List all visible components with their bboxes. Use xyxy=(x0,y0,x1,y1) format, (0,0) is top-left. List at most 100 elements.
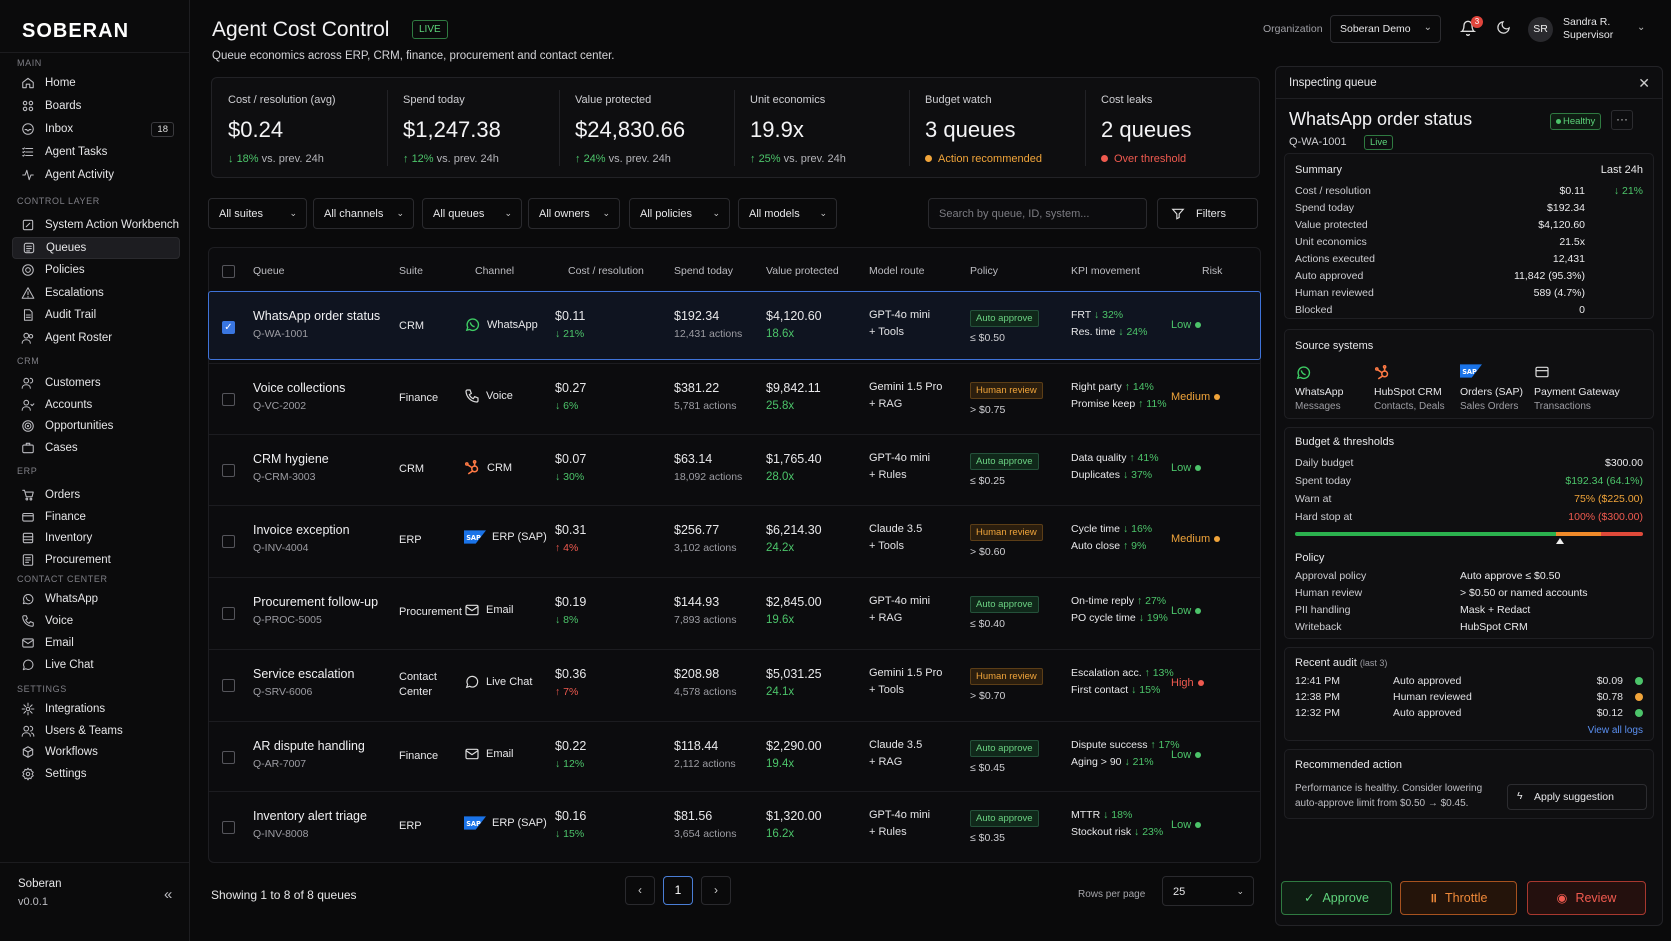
throttle-button[interactable]: ॥ Throttle xyxy=(1400,881,1517,915)
column-header[interactable]: Policy xyxy=(970,265,999,277)
sidebar-item-live-chat[interactable]: Live Chat xyxy=(12,654,180,676)
moon-icon[interactable] xyxy=(1496,20,1511,35)
sidebar-item-workflows[interactable]: Workflows xyxy=(12,741,180,763)
column-header[interactable]: Value protected xyxy=(766,265,839,277)
user-info[interactable]: Sandra R. Supervisor xyxy=(1563,16,1613,42)
actions-count: 18,092 actions xyxy=(674,471,743,483)
row-checkbox[interactable] xyxy=(222,464,235,477)
apply-suggestion-button[interactable]: ϟ Apply suggestion xyxy=(1507,784,1647,810)
sidebar-item-home[interactable]: Home xyxy=(12,72,180,94)
chevron-down-icon[interactable]: ⌄ xyxy=(1637,22,1646,33)
filter-dropdown[interactable]: All owners ⌄ xyxy=(528,198,620,229)
whatsapp-icon xyxy=(20,592,35,607)
table-row[interactable]: Voice collections Q-VC-2002 Finance Voice $0… xyxy=(209,363,1260,434)
collapse-sidebar-icon[interactable]: « xyxy=(164,886,173,903)
sap-icon: SAP xyxy=(464,816,486,830)
row-checkbox[interactable] xyxy=(222,535,235,548)
sidebar-item-inbox[interactable]: Inbox 18 xyxy=(12,118,180,140)
sidebar-item-label: Opportunities xyxy=(45,420,114,433)
more-icon[interactable]: ··· xyxy=(1611,110,1633,130)
prev-page-button[interactable]: ‹ xyxy=(625,876,655,905)
column-header[interactable]: Suite xyxy=(399,265,423,277)
sidebar-item-system-action-workbench[interactable]: System Action Workbench xyxy=(12,214,180,236)
kpi-note: Action recommended xyxy=(925,153,1042,165)
sidebar-item-finance[interactable]: Finance xyxy=(12,506,180,528)
filter-dropdown[interactable]: All models ⌄ xyxy=(738,198,837,229)
row-checkbox[interactable] xyxy=(222,751,235,764)
column-header[interactable]: Channel xyxy=(475,265,515,277)
sidebar-item-label: Procurement xyxy=(45,554,111,567)
column-header[interactable]: Risk xyxy=(1202,265,1223,277)
sidebar-item-settings[interactable]: Settings xyxy=(12,763,180,785)
sidebar-item-agent-activity[interactable]: Agent Activity xyxy=(12,164,180,186)
filter-dropdown[interactable]: All suites ⌄ xyxy=(208,198,307,229)
org-select[interactable]: Soberan Demo ⌄ xyxy=(1330,15,1441,43)
source-system[interactable]: WhatsApp Messages xyxy=(1295,364,1343,412)
sidebar-item-inventory[interactable]: Inventory xyxy=(12,527,180,549)
search-input[interactable]: Search by queue, ID, system... xyxy=(928,198,1147,229)
cost-cell: $0.22 ↓ 12% xyxy=(555,739,586,770)
row-checkbox[interactable] xyxy=(222,821,235,834)
kpi-cell: Data quality ↑ 41% Duplicates ↓ 37% xyxy=(1071,452,1159,481)
page-button[interactable]: 1 xyxy=(663,876,693,905)
column-header[interactable]: Spend today xyxy=(674,265,733,277)
view-all-logs-link[interactable]: View all logs xyxy=(1587,725,1643,736)
cost-value: $0.36 xyxy=(555,667,587,681)
sidebar-item-procurement[interactable]: Procurement xyxy=(12,549,180,571)
row-checkbox[interactable] xyxy=(222,393,235,406)
rows-per-page-select[interactable]: 25 ⌄ xyxy=(1162,876,1254,906)
summary-value: 21.5x xyxy=(1559,236,1585,248)
sidebar-item-integrations[interactable]: Integrations xyxy=(12,698,180,720)
sidebar-item-users-teams[interactable]: Users & Teams xyxy=(12,720,180,742)
table-row[interactable]: AR dispute handling Q-AR-7007 Finance Email… xyxy=(209,721,1260,792)
source-system[interactable]: HubSpot CRM Contacts, Deals xyxy=(1374,364,1445,412)
sidebar-item-accounts[interactable]: Accounts xyxy=(12,394,180,416)
source-system[interactable]: SAP Orders (SAP) Sales Orders xyxy=(1460,364,1523,412)
sidebar-item-queues[interactable]: Queues xyxy=(12,236,180,259)
row-checkbox[interactable] xyxy=(222,679,235,692)
column-header[interactable]: KPI movement xyxy=(1071,265,1140,277)
next-page-button[interactable]: › xyxy=(701,876,731,905)
sidebar-item-boards[interactable]: Boards xyxy=(12,95,180,117)
source-sub: Contacts, Deals xyxy=(1374,401,1445,412)
bell-icon[interactable] xyxy=(1460,20,1476,36)
suite-cell: ERP xyxy=(399,819,422,834)
source-system[interactable]: Payment Gateway Transactions xyxy=(1534,364,1620,412)
filter-dropdown[interactable]: All policies ⌄ xyxy=(629,198,730,229)
sidebar-item-cases[interactable]: Cases xyxy=(12,437,180,459)
close-icon[interactable]: ✕ xyxy=(1638,75,1650,91)
sidebar-item-policies[interactable]: Policies xyxy=(12,259,180,281)
avatar[interactable]: SR xyxy=(1528,17,1553,42)
chevron-down-icon: ⌄ xyxy=(1423,22,1432,33)
approve-button[interactable]: ✓ Approve xyxy=(1281,881,1392,915)
table-row[interactable]: Procurement follow-up Q-PROC-5005 Procurem… xyxy=(209,577,1260,648)
source-sub: Transactions xyxy=(1534,401,1591,412)
column-header[interactable]: Queue xyxy=(253,265,285,277)
sidebar-item-orders[interactable]: Orders xyxy=(12,484,180,506)
sidebar-item-opportunities[interactable]: Opportunities xyxy=(12,415,180,437)
row-checkbox[interactable]: ✓ xyxy=(222,321,235,334)
row-checkbox[interactable] xyxy=(222,607,235,620)
select-all-checkbox[interactable] xyxy=(222,265,235,278)
sidebar-item-agent-tasks[interactable]: Agent Tasks xyxy=(12,141,180,163)
sidebar-item-voice[interactable]: Voice xyxy=(12,610,180,632)
sidebar-item-email[interactable]: Email xyxy=(12,632,180,654)
sidebar-item-customers[interactable]: Customers xyxy=(12,372,180,394)
sidebar-item-agent-roster[interactable]: Agent Roster xyxy=(12,327,180,349)
sidebar-item-escalations[interactable]: Escalations xyxy=(12,282,180,304)
filter-dropdown[interactable]: All queues ⌄ xyxy=(422,198,522,229)
sidebar-item-whatsapp[interactable]: WhatsApp xyxy=(12,588,180,610)
review-button[interactable]: ◉ Review xyxy=(1527,881,1646,915)
table-row[interactable]: Invoice exception Q-INV-4004 ERP SAP ERP (SA… xyxy=(209,505,1260,576)
table-row[interactable]: CRM hygiene Q-CRM-3003 CRM CRM $0.07 ↓ 30% $63… xyxy=(209,434,1260,505)
table-row[interactable]: Inventory alert triage Q-INV-8008 ERP SAP ER… xyxy=(209,791,1260,862)
table-row[interactable]: ✓ WhatsApp order status Q-WA-1001 CRM WhatsA… xyxy=(208,291,1261,360)
column-header[interactable]: Model route xyxy=(869,265,925,277)
inspector-panel: Inspecting queue ✕ WhatsApp order status… xyxy=(1275,66,1663,926)
filters-button[interactable]: Filters xyxy=(1157,198,1258,229)
sidebar-item-audit-trail[interactable]: Audit Trail xyxy=(12,304,180,326)
actions-count: 12,431 actions xyxy=(674,328,743,340)
column-header[interactable]: Cost / resolution xyxy=(568,265,644,277)
table-row[interactable]: Service escalation Q-SRV-6006 Contact Cente… xyxy=(209,649,1260,720)
filter-dropdown[interactable]: All channels ⌄ xyxy=(313,198,414,229)
